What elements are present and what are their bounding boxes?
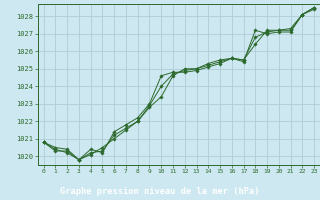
Text: Graphe pression niveau de la mer (hPa): Graphe pression niveau de la mer (hPa): [60, 186, 260, 196]
